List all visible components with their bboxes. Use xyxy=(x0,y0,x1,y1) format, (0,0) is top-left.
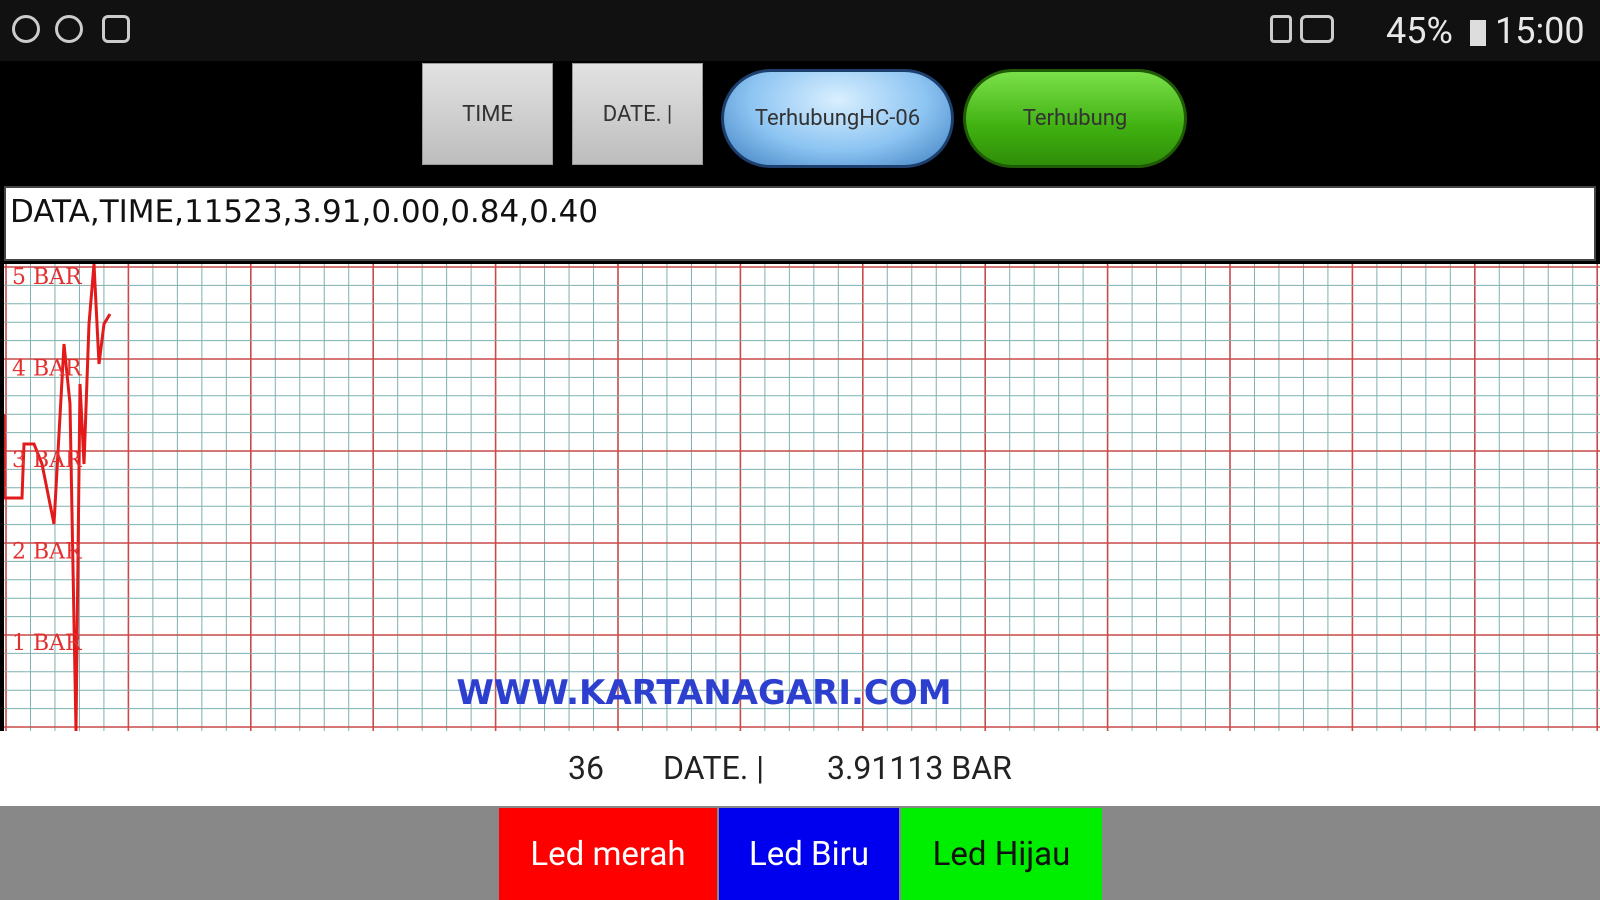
y-label: 4 BAR xyxy=(12,357,83,382)
y-label: 1 BAR xyxy=(12,631,83,656)
readout: 36 DATE. | 3.91113 BAR xyxy=(0,731,1600,806)
clock: 15:00 xyxy=(1495,10,1585,52)
icon xyxy=(1300,15,1334,43)
status-button[interactable]: Terhubung xyxy=(963,69,1187,168)
battery: 45% xyxy=(1386,10,1453,52)
led-bar: Led merah Led Biru Led Hijau xyxy=(0,806,1600,900)
icon xyxy=(55,15,83,43)
led-red-button[interactable]: Led merah xyxy=(499,808,717,900)
battery-icon xyxy=(1470,20,1486,46)
bluetooth-button[interactable]: TerhubungHC-06 xyxy=(721,69,954,168)
count: 36 xyxy=(568,749,604,787)
y-label: 5 BAR xyxy=(12,265,83,290)
pressure: 3.91113 BAR xyxy=(827,749,1012,787)
data-field[interactable]: DATA,TIME,11523,3.91,0.00,0.84,0.40 xyxy=(4,186,1596,261)
y-label: 2 BAR xyxy=(12,540,83,565)
icon xyxy=(12,15,40,43)
y-label: 3 BAR xyxy=(12,448,83,473)
graph: 5 BAR 4 BAR 3 BAR 2 BAR 1 BAR WWW.KARTANAGAR… xyxy=(4,264,1600,731)
time-button[interactable]: TIME xyxy=(422,63,553,165)
led-green-button[interactable]: Led Hijau xyxy=(901,808,1102,900)
led-blue-button[interactable]: Led Biru xyxy=(719,808,899,900)
pressure-trace xyxy=(4,264,112,731)
icon xyxy=(102,15,130,43)
status-bar: 45% 15:00 xyxy=(0,0,1600,61)
icon xyxy=(1270,15,1292,43)
watermark: WWW.KARTANAGARI.COM xyxy=(456,673,951,713)
date-button[interactable]: DATE. | xyxy=(572,63,703,165)
toolbar: TIME DATE. | TerhubungHC-06 Terhubung xyxy=(0,61,1600,185)
date: DATE. | xyxy=(663,749,764,787)
